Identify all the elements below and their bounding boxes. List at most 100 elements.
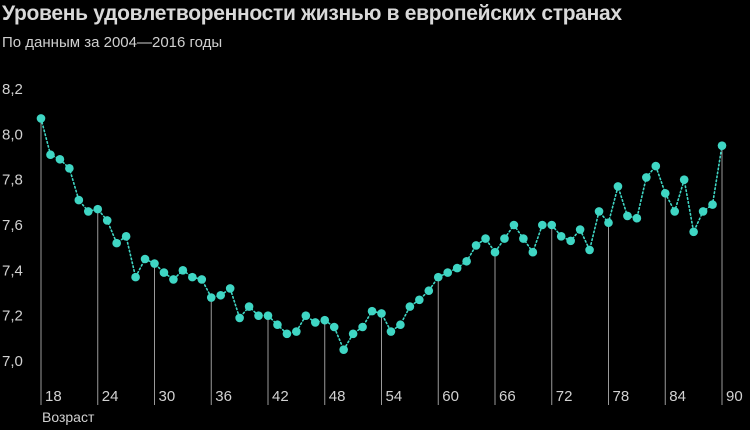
data-point [320,315,330,325]
data-point [178,266,188,275]
data-point [282,329,292,339]
data-point [197,275,207,284]
data-point [102,216,112,225]
data-point [225,284,235,293]
data-point [481,234,490,243]
data-point [244,302,254,311]
data-point [36,114,46,123]
data-point [679,175,689,184]
x-tick-label: 84 [669,388,686,405]
data-point [140,254,150,264]
data-point [150,259,159,268]
data-point [386,327,396,336]
data-point [660,188,670,198]
x-tick-label: 90 [726,388,743,405]
data-point [490,247,500,257]
data-point [396,320,405,330]
data-points [36,114,727,354]
data-point [528,247,538,257]
drop-lines [40,118,723,405]
data-point [405,302,415,311]
data-point [708,200,717,209]
data-point [651,161,661,171]
data-point [74,195,84,205]
y-tick-label: 7,4 [2,262,23,279]
x-tick-label: 24 [102,388,119,405]
data-point [339,345,348,354]
data-point [613,182,623,191]
x-axis-label: Возраст [42,409,95,425]
data-point [235,313,244,323]
data-point [83,207,93,216]
x-tick-label: 54 [386,388,403,405]
data-point [462,256,471,266]
data-point [433,272,443,282]
data-point [500,234,509,243]
data-point [131,272,140,282]
data-point [585,245,594,255]
data-point [206,293,216,302]
data-point [670,207,680,216]
x-tick-label: 42 [272,388,289,405]
data-point [452,263,462,273]
data-point [301,311,311,320]
y-tick-label: 7,0 [2,353,23,370]
x-axis-ticks: 18 24 30 36 42 48 54 60 66 72 78 84 90 [45,388,743,405]
x-tick-label: 30 [159,388,176,405]
x-tick-label: 18 [45,388,62,405]
data-point [159,268,169,277]
x-tick-label: 48 [329,388,346,405]
data-point [121,232,131,241]
data-point [188,272,197,282]
y-tick-label: 7,6 [2,217,23,234]
data-point [642,173,651,182]
x-tick-label: 60 [442,388,459,405]
data-point [310,318,320,327]
data-point [547,220,557,230]
data-point [55,154,65,164]
data-point [623,211,632,221]
data-point [216,290,226,300]
y-axis-ticks: 7,0 7,2 7,4 7,6 7,8 8,0 8,2 [2,81,23,370]
data-point [566,236,575,246]
data-point [471,241,481,250]
data-point [348,329,358,339]
data-point [556,232,566,241]
data-point [632,213,642,223]
data-point [46,150,55,160]
data-point [112,238,121,248]
x-tick-label: 66 [499,388,516,405]
chart-title: Уровень удовлетворенности жизнью в европ… [2,2,622,25]
data-point [689,227,698,237]
data-point [169,275,178,284]
y-tick-label: 8,0 [2,126,23,143]
data-point [65,164,74,173]
data-point [273,320,282,330]
chart-subtitle: По данным за 2004—2016 годы [2,34,223,51]
data-point [292,327,301,336]
y-tick-label: 7,8 [2,172,23,189]
data-point [367,306,377,316]
data-point [415,295,424,305]
data-point [263,311,273,320]
x-tick-label: 72 [556,388,573,405]
data-point [717,141,727,150]
data-point [358,322,367,332]
data-point [604,218,613,228]
data-point [329,322,339,332]
y-tick-label: 7,2 [2,308,23,325]
data-point [377,309,386,318]
data-point [509,220,519,230]
data-point [93,204,103,214]
data-point [575,225,585,234]
data-point [594,207,604,216]
data-point [698,207,708,216]
x-tick-label: 78 [613,388,630,405]
data-point [424,286,434,296]
data-point [254,311,263,320]
data-point [443,268,453,277]
data-point [519,234,528,243]
data-point [537,220,547,230]
y-tick-label: 8,2 [2,81,23,98]
